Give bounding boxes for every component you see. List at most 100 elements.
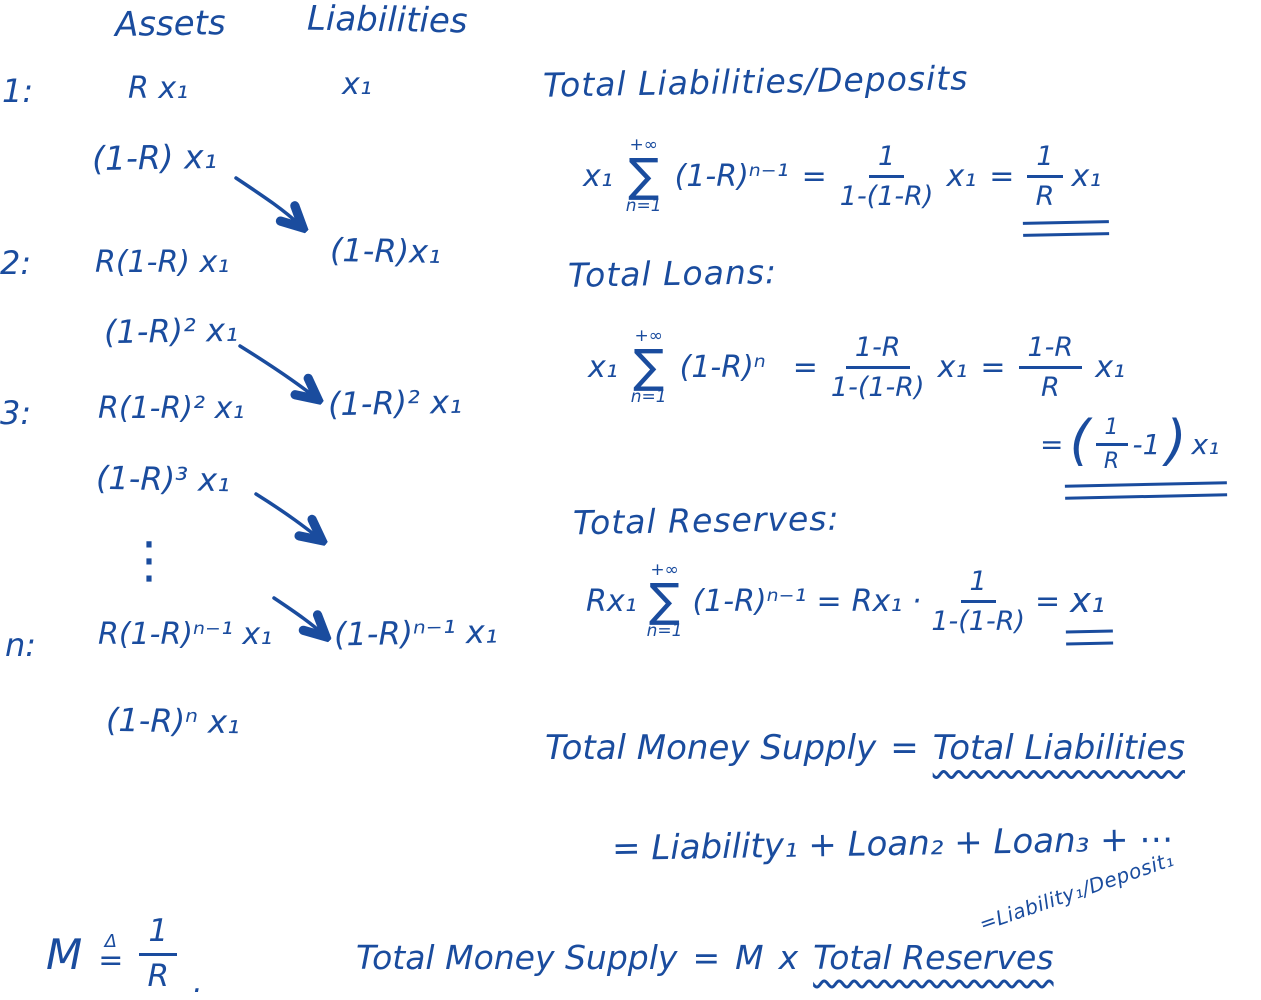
row3-liability: (1-R)² x₁ (327, 382, 463, 424)
money-multiplier-formula: Total Money Supply = M x Total Reserves (356, 922, 1054, 992)
row-label-3: 3: (0, 394, 32, 432)
fraction-numerator: 1 (1095, 414, 1128, 446)
row3-loan: (1-R)³ x₁ (95, 458, 231, 500)
summation-symbol: +∞ ∑ n=1 (631, 328, 667, 406)
row1-loan: (1-R) x₁ (91, 136, 218, 179)
times-sign: x (778, 937, 799, 977)
equals-sign: = (692, 937, 721, 977)
total-loans-formula: x₁ +∞ ∑ n=1 (1-R)ⁿ = 1-R 1-(1-R) x₁ = 1-… (588, 308, 1125, 426)
equals-sign: = (792, 349, 818, 385)
variable: x₁ (1095, 349, 1125, 385)
sum-lower-limit: n=1 (630, 386, 667, 407)
money-supply-lhs: Total Money Supply (356, 937, 678, 977)
row2-loan: (1-R)² x₁ (103, 310, 239, 352)
multiplier-variable: M (46, 929, 83, 979)
summation-symbol: +∞ ∑ n=1 (647, 562, 683, 640)
fraction-denominator: 1-(1-R) (830, 372, 925, 403)
sum-upper-limit: +∞ (650, 560, 679, 581)
arrow-round3-down-icon (254, 492, 320, 539)
fraction-numerator: 1 (960, 565, 996, 603)
variable: x₁ (1070, 581, 1105, 621)
variable: x₁ (946, 158, 977, 194)
series-term: (1-R)ⁿ⁻¹ (692, 583, 807, 619)
row-label-1: 1: (2, 72, 34, 110)
fraction-numerator: 1-R (1018, 331, 1083, 369)
sigma-icon: ∑ (633, 339, 665, 394)
sum-upper-limit: +∞ (634, 326, 663, 347)
equals-sign: = (816, 583, 842, 619)
coefficient: Rx₁ (586, 583, 637, 619)
fraction-numerator: 1 (869, 140, 905, 178)
row2-reserve: R(1-R) x₁ (95, 245, 230, 280)
row2-liability: (1-R)x₁ (329, 231, 442, 271)
assets-header: Assets (114, 3, 226, 45)
rown-reserve: R(1-R)ⁿ⁻¹ x₁ (98, 617, 273, 652)
close-paren: ) (1165, 409, 1187, 473)
sum-lower-limit: n=1 (625, 195, 662, 216)
sigma-icon: ∑ (649, 573, 681, 628)
series-term: (1-R)ⁿ⁻¹ (674, 158, 789, 194)
coefficient: x₁ (588, 349, 618, 385)
fraction: 1 R (1095, 414, 1128, 475)
fraction-denominator: 1-(1-R) (839, 181, 934, 212)
equals-sign: = (1040, 427, 1064, 461)
rown-liability: (1-R)ⁿ⁻¹ x₁ (333, 612, 498, 654)
fraction-numerator: 1-R (845, 331, 910, 369)
sum-lower-limit: n=1 (646, 620, 683, 641)
total-reserves-formula: Rx₁ +∞ ∑ n=1 (1-R)ⁿ⁻¹ = Rx₁ · 1 1-(1-R) … (586, 545, 1105, 657)
fraction-denominator: R (1035, 181, 1055, 212)
multiplier-variable: M (735, 937, 764, 977)
equals-sign: = (989, 158, 1015, 194)
money-supply-identity: Total Money Supply = Total Liabilities (545, 716, 1185, 780)
rown-loan: (1-R)ⁿ x₁ (105, 700, 241, 742)
total-reserves-wavy-underlined: Total Reserves (813, 937, 1054, 977)
equals-sign: = (801, 158, 827, 194)
middle-expression: Rx₁ · (851, 583, 922, 619)
total-reserves-title: Total Reserves: (572, 498, 840, 543)
variable: x₁ (1071, 158, 1102, 194)
open-paren: ( (1069, 409, 1091, 473)
result-double-underlined: ( 1 R -1 ) x₁ (1069, 414, 1219, 475)
delta-over-equals: Δ (104, 930, 117, 952)
total-loans-title: Total Loans: (567, 252, 778, 295)
fraction-denominator: R (147, 958, 170, 994)
arrow-round2-to-round3-icon (238, 344, 316, 398)
vertical-ellipsis: ⋮ (124, 531, 174, 589)
total-loans-alternate-result: = ( 1 R -1 ) x₁ (1040, 414, 1219, 475)
row3-reserve: R(1-R)² x₁ (98, 391, 245, 426)
equals-sign: = (890, 728, 919, 768)
arrow-round1-to-round2-icon (234, 176, 301, 226)
money-supply-expansion: = Liability₁ + Loan₂ + Loan₃ + ⋯ (611, 819, 1174, 869)
multiplier-definition: M Δ = 1 R . (46, 908, 203, 1000)
money-supply-lhs: Total Money Supply (545, 728, 877, 768)
fraction: 1 1-(1-R) (840, 140, 934, 212)
money-supply-rhs-wavy-underlined: Total Liabilities (932, 728, 1186, 768)
row1-liability: x₁ (342, 67, 372, 102)
equals-sign: = (98, 943, 124, 979)
series-term: (1-R)ⁿ (679, 349, 766, 385)
variable: x₁ (937, 349, 968, 385)
fraction-denominator: R (1040, 372, 1060, 403)
fraction-numerator: 1 (1027, 140, 1063, 178)
fraction: 1-R R (1018, 331, 1083, 403)
liabilities-header: Liabilities (306, 0, 468, 42)
equals-sign: = (980, 349, 1006, 385)
fraction: 1 R (139, 913, 178, 994)
result-double-underlined: 1 R x₁ (1027, 140, 1101, 212)
equals-sign: = (1034, 583, 1061, 619)
arrow-to-round-n-icon (272, 596, 324, 635)
coefficient: x₁ (583, 158, 613, 194)
result-double-underlined: x₁ (1070, 581, 1105, 621)
fraction: 1 1-(1-R) (931, 565, 1025, 637)
total-liabilities-formula: x₁ +∞ ∑ n=1 (1-R)ⁿ⁻¹ = 1 1-(1-R) x₁ = 1 … (583, 120, 1101, 232)
row-label-2: 2: (0, 244, 32, 282)
variable: x₁ (1191, 427, 1220, 461)
period: . (193, 965, 203, 1000)
sum-upper-limit: +∞ (629, 135, 658, 156)
fraction: 1 R (1027, 140, 1063, 212)
row-label-n: n: (5, 626, 37, 664)
fraction-denominator: 1-(1-R) (931, 606, 1025, 637)
summation-symbol: +∞ ∑ n=1 (626, 137, 662, 215)
minus-one: -1 (1132, 427, 1161, 461)
